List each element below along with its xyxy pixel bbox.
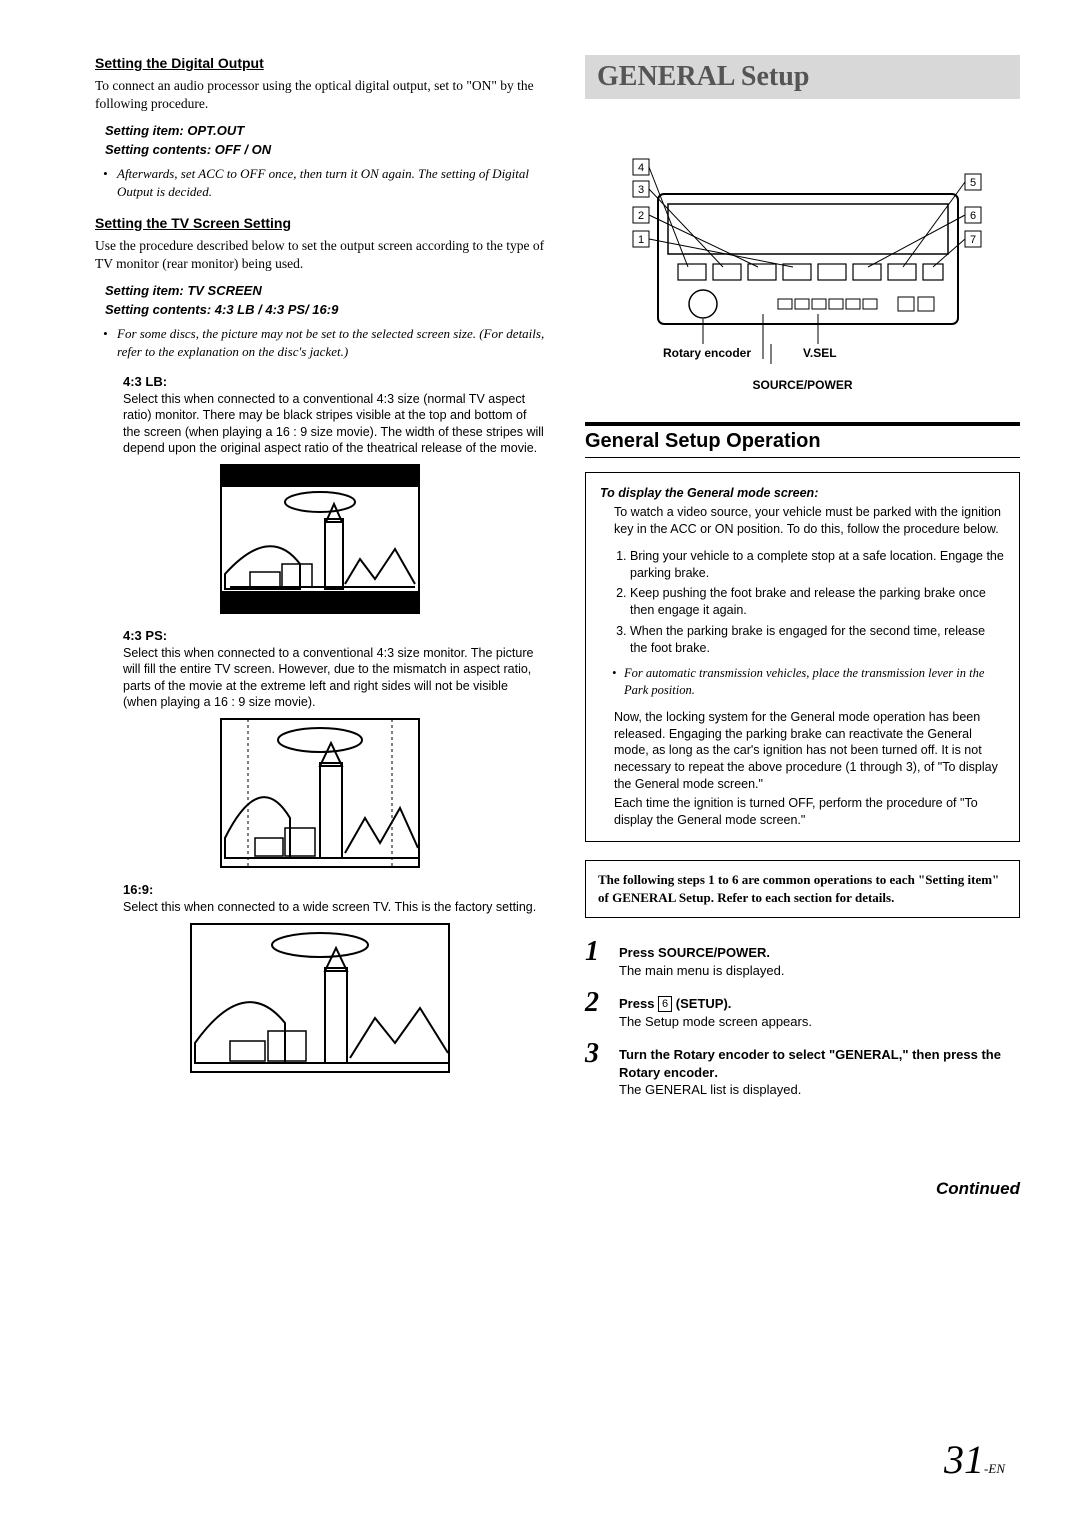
step-1: 1 Press SOURCE/POWER. The main menu is d…: [585, 938, 1020, 979]
step-num-3: 3: [585, 1040, 609, 1099]
step1-text2: .: [766, 945, 770, 960]
sub-heading-43lb: 4:3 LB:: [123, 374, 545, 389]
label-vsel: V.SEL: [803, 346, 837, 360]
svg-text:3: 3: [637, 184, 643, 196]
label-source-power: SOURCE/POWER: [585, 378, 1020, 392]
step2-text3: ).: [723, 996, 731, 1011]
device-diagram: 4 3 2 1 5 6 7: [585, 119, 1020, 392]
step2-boxed: 6: [658, 996, 672, 1012]
step-num-2: 2: [585, 989, 609, 1030]
setting-contents-optout: Setting contents: OFF / ON: [105, 142, 545, 157]
step2-sub: The Setup mode screen appears.: [619, 1014, 812, 1029]
sub-para-43ps: Select this when connected to a conventi…: [123, 645, 545, 710]
title-text: GENERAL Setup: [597, 61, 809, 92]
step1-sub: The main menu is displayed.: [619, 963, 784, 978]
step3-text3: .: [714, 1065, 718, 1080]
section-general-setup-operation: General Setup Operation: [585, 422, 1020, 458]
heading-digital-output: Setting the Digital Output: [95, 55, 545, 71]
step2-button: SETUP: [680, 996, 723, 1011]
info-step-3: When the parking brake is engaged for th…: [630, 623, 1005, 657]
step-2: 2 Press 6 (SETUP). The Setup mode screen…: [585, 989, 1020, 1030]
step3-text1: Turn the: [619, 1047, 674, 1062]
svg-text:5: 5: [969, 177, 975, 189]
step1-text1: Press: [619, 945, 658, 960]
step-num-1: 1: [585, 938, 609, 979]
right-column: GENERAL Setup: [585, 55, 1020, 1199]
page-number-big: 31: [944, 1437, 984, 1482]
sub-heading-43ps: 4:3 PS:: [123, 628, 545, 643]
info-after-1: Now, the locking system for the General …: [614, 709, 1005, 793]
info-steps-list: Bring your vehicle to a complete stop at…: [630, 548, 1005, 657]
para-digital-output: To connect an audio processor using the …: [95, 77, 545, 113]
info-step-1: Bring your vehicle to a complete stop at…: [630, 548, 1005, 582]
continued-label: Continued: [585, 1179, 1020, 1199]
sub-para-43lb: Select this when connected to a conventi…: [123, 391, 545, 456]
info-after-2: Each time the ignition is turned OFF, pe…: [614, 795, 1005, 829]
left-column: Setting the Digital Output To connect an…: [95, 55, 545, 1199]
sub-para-169: Select this when connected to a wide scr…: [123, 899, 545, 915]
setting-item-tvscreen: Setting item: TV SCREEN: [105, 283, 545, 298]
note-tv-screen: For some discs, the picture may not be s…: [95, 325, 545, 360]
heading-tv-screen: Setting the TV Screen Setting: [95, 215, 545, 231]
step3-sub: The GENERAL list is displayed.: [619, 1082, 801, 1097]
figure-169: [190, 923, 450, 1073]
step2-text2: (: [672, 996, 680, 1011]
step3-text2: to select "GENERAL," then press the: [769, 1047, 1001, 1062]
info-bullet: For automatic transmission vehicles, pla…: [600, 665, 1005, 699]
setting-item-optout: Setting item: OPT.OUT: [105, 123, 545, 138]
svg-text:2: 2: [637, 210, 643, 222]
label-rotary-encoder: Rotary encoder: [663, 346, 751, 360]
info-heading: To display the General mode screen:: [600, 485, 1005, 502]
step-3: 3 Turn the Rotary encoder to select "GEN…: [585, 1040, 1020, 1099]
step3-button2: Rotary encoder: [619, 1065, 714, 1080]
svg-text:7: 7: [969, 234, 975, 246]
figure-43ps: [220, 718, 420, 868]
step1-button: SOURCE/POWER: [658, 945, 766, 960]
note-digital-output: Afterwards, set ACC to OFF once, then tu…: [95, 165, 545, 200]
figure-43lb: [220, 464, 420, 614]
page-number-small: -EN: [984, 1461, 1005, 1476]
svg-text:1: 1: [637, 234, 643, 246]
para-tv-screen: Use the procedure described below to set…: [95, 237, 545, 273]
svg-text:4: 4: [637, 162, 643, 174]
note-box: The following steps 1 to 6 are common op…: [585, 860, 1020, 918]
title-bar: GENERAL Setup: [585, 55, 1020, 99]
setting-contents-tvscreen: Setting contents: 4:3 LB / 4:3 PS/ 16:9: [105, 302, 545, 317]
step3-button1: Rotary encoder: [674, 1047, 769, 1062]
page-number: 31-EN: [944, 1436, 1005, 1483]
step2-text1: Press: [619, 996, 658, 1011]
info-intro: To watch a video source, your vehicle mu…: [614, 504, 1005, 538]
sub-heading-169: 16:9:: [123, 882, 545, 897]
info-step-2: Keep pushing the foot brake and release …: [630, 585, 1005, 619]
svg-text:6: 6: [969, 210, 975, 222]
info-box: To display the General mode screen: To w…: [585, 472, 1020, 842]
